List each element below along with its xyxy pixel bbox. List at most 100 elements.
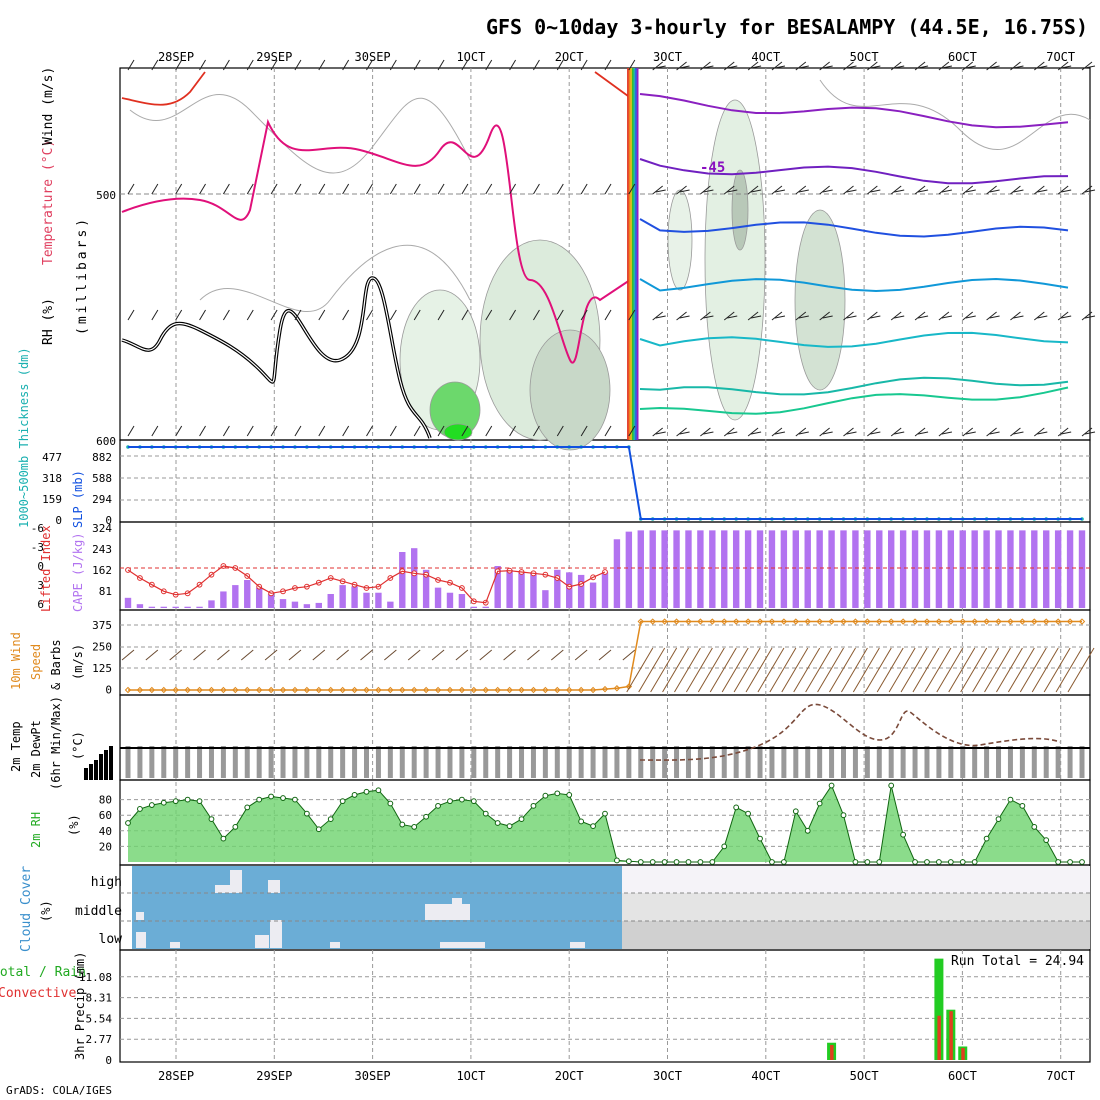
rh-point <box>554 790 561 797</box>
slp-ylabel: SLP (mb) <box>71 470 85 528</box>
cape-labels: Lifted Index CAPE (J/kg) <box>39 525 85 612</box>
temp-range-bar <box>459 746 465 778</box>
wind-barb <box>366 425 373 437</box>
temp-range-bar <box>745 746 751 778</box>
wind-barb <box>222 183 230 195</box>
wind-barb <box>151 425 159 437</box>
temp-range-bar <box>1019 746 1025 778</box>
wind-barb <box>938 185 950 195</box>
cape-tick-label: 162 <box>92 564 112 577</box>
temp-range-bar <box>519 746 525 778</box>
rh-point <box>566 792 573 798</box>
rh-tick-label: 20 <box>99 840 112 853</box>
rh-point <box>876 859 883 865</box>
wind-barb <box>914 61 926 71</box>
wind-barb-flag <box>989 315 1000 319</box>
wind-barb-flag <box>679 65 690 69</box>
date-label-bottom: 4OCT <box>751 1069 780 1083</box>
wind-barb-strong <box>912 647 940 693</box>
cape-bar <box>888 530 895 608</box>
thickness-slp-panel: 477 318 159 0 882 588 294 0 <box>42 445 1090 527</box>
rh2m-labels: 2m RH (%) <box>29 812 81 848</box>
rh-point <box>864 859 871 865</box>
wind-barb <box>366 59 373 71</box>
temp-range-bar <box>304 746 310 778</box>
wind-barb <box>366 183 373 195</box>
wind-barb <box>318 59 326 71</box>
precip-labels: Total / Rain Convective 3hr Precip (mm) … <box>0 952 1084 1060</box>
temp-scale-bar <box>99 754 103 780</box>
wind-barb-flag <box>679 431 690 435</box>
rh-point <box>769 859 775 865</box>
wind-barb-light <box>169 649 183 661</box>
wind-barb <box>867 427 878 437</box>
wind-barb <box>413 183 421 195</box>
precip-convective-bar <box>961 1047 965 1060</box>
cloud-gap <box>452 898 462 904</box>
temp-range-bar <box>626 746 632 778</box>
temp-range-bar <box>876 746 882 778</box>
wind-barb <box>175 183 183 195</box>
rh-tick-label: 40 <box>99 825 112 838</box>
thickness-tick-label: 0 <box>55 514 62 527</box>
rh-point <box>780 859 787 865</box>
wind-barb <box>795 185 807 195</box>
cloud-gap <box>230 870 242 893</box>
rh-point <box>614 857 620 864</box>
wind-barb-flag <box>703 431 714 435</box>
temp-range-bar <box>769 746 775 778</box>
wind-barb-strong <box>960 647 988 693</box>
date-axis-top: 28SEP 29SEP 30SEP 1OCT 2OCT 3OCT 4OCT 5OCT 6OCT 7… <box>158 50 1075 64</box>
rh-point <box>804 827 811 834</box>
temp-range-bar <box>1031 746 1037 778</box>
cape-bar <box>637 530 644 608</box>
upper-air-contour-label: -45 <box>700 160 725 176</box>
panel-frame <box>119 439 1091 523</box>
cape-bar <box>709 530 716 608</box>
cape-bar <box>232 585 239 608</box>
wind-tick-label: 375 <box>92 619 112 632</box>
wind-barb-flag <box>703 189 714 193</box>
wind-barb-light <box>407 649 421 661</box>
wind-barb <box>127 425 135 437</box>
wind-barb-strong <box>662 647 689 693</box>
wind-barb <box>700 427 711 437</box>
cloud-mid-empty <box>622 893 1090 921</box>
precip-tick-label: 0 <box>105 1054 112 1067</box>
cape-bar <box>852 530 859 608</box>
date-label-bottom: 28SEP <box>158 1069 194 1083</box>
rh-point <box>757 835 763 842</box>
wind-barb-flag <box>846 315 857 319</box>
cape-bar <box>625 531 633 608</box>
wind-barb <box>342 309 350 321</box>
wind-barb <box>962 311 974 321</box>
date-label-top: 5OCT <box>850 50 879 64</box>
rh-point <box>900 831 907 838</box>
cape-bar <box>220 591 227 608</box>
rh-point <box>1079 859 1085 865</box>
cape-bar <box>744 530 752 608</box>
wind-barb-flag <box>846 65 857 69</box>
temp-level-line <box>639 158 1069 185</box>
wind-barb <box>127 183 135 195</box>
cloud-low-empty <box>622 921 1090 949</box>
wind-barb-light <box>121 649 135 661</box>
wind-barb-strong <box>948 647 976 693</box>
cloud-gap <box>136 912 144 920</box>
cloud-cover-panel <box>120 866 1090 949</box>
cloud-gap <box>440 942 485 948</box>
wind-barb-light <box>527 649 540 661</box>
date-label-bottom: 6OCT <box>948 1069 977 1083</box>
temp-range-bar <box>757 746 763 778</box>
gray-contour <box>199 245 471 313</box>
cape-bar <box>995 530 1002 608</box>
wind-barb <box>461 309 469 321</box>
wind-barb-flag <box>703 65 714 69</box>
wind-barb-light <box>240 649 254 661</box>
wind-barb <box>1033 185 1045 195</box>
temp-scale-bar <box>104 750 108 780</box>
rh-point <box>995 816 1002 822</box>
wind-barb-light <box>550 649 564 661</box>
temp-range-bar <box>924 746 930 778</box>
cape-bar <box>864 530 871 608</box>
